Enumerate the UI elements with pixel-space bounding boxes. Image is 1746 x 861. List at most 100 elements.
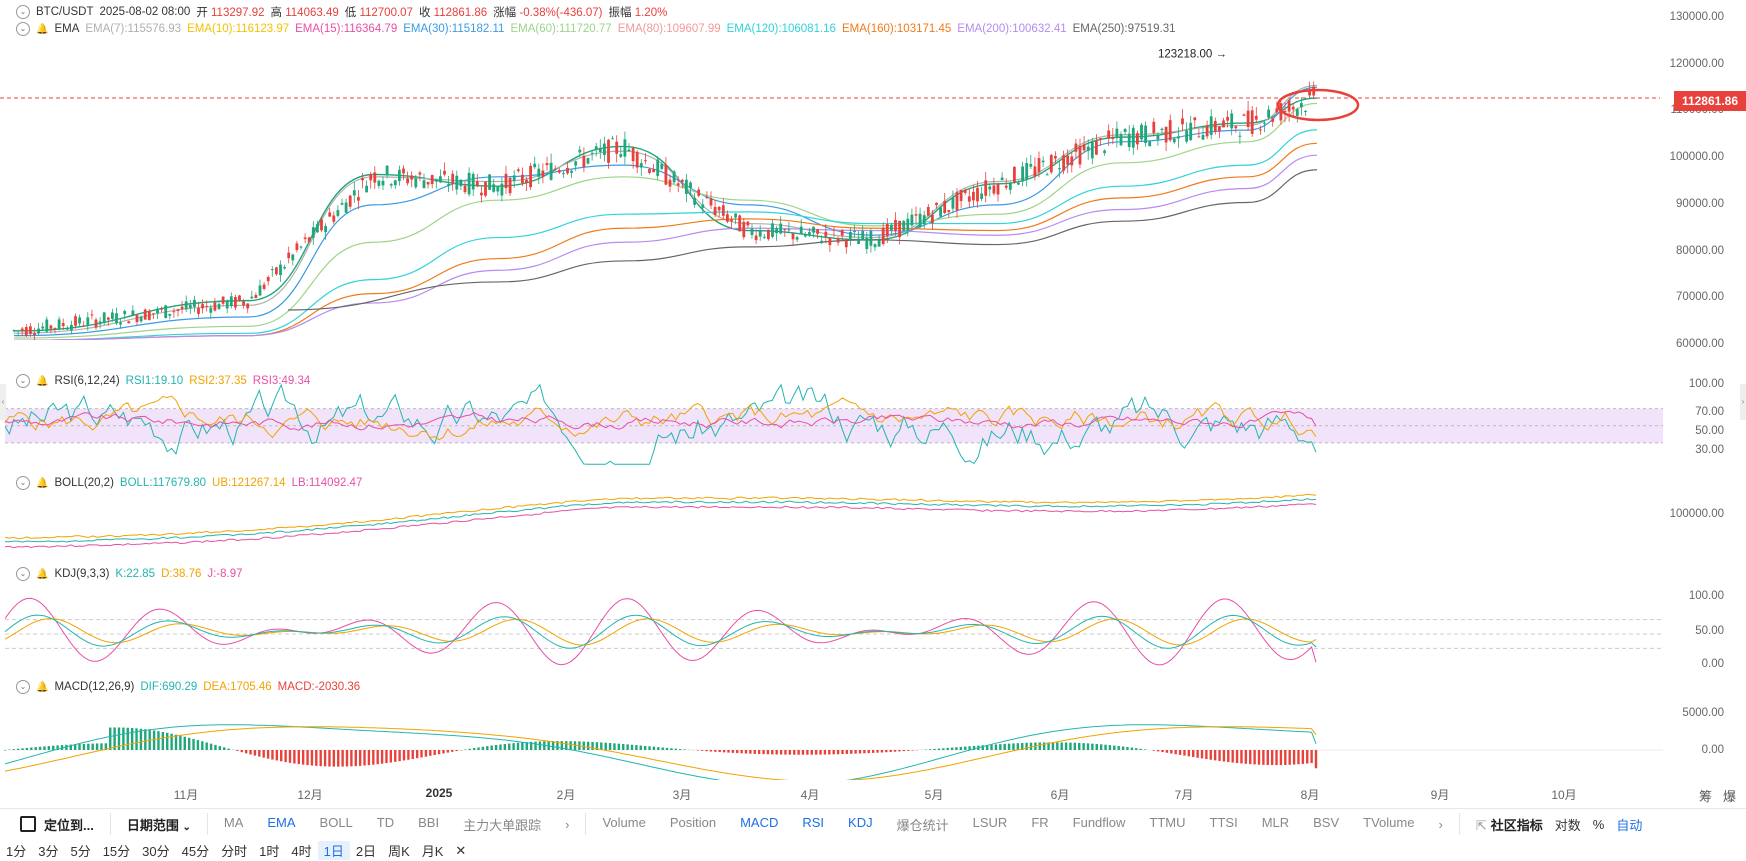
indicator-rsi[interactable]: RSI — [802, 814, 825, 830]
macd-bar — [907, 750, 910, 751]
interval-7[interactable]: 1时 — [259, 844, 280, 859]
indicator-ma[interactable]: MA — [223, 814, 244, 830]
kdj-legend-item: D:38.76 — [161, 568, 202, 580]
collapse-chevron-icon[interactable]: ⌄ — [16, 22, 30, 36]
interval-8[interactable]: 4时 — [291, 844, 312, 859]
interval-3[interactable]: 15分 — [102, 844, 131, 859]
indicator-td[interactable]: TD — [376, 814, 395, 830]
interval-12[interactable]: 月K — [421, 844, 444, 859]
price-chart[interactable]: 123218.00 →← 58946.00 — [0, 0, 1746, 340]
liquidation-tab[interactable]: 爆 — [1722, 789, 1736, 804]
alert-bell-icon[interactable]: 🔔 — [36, 681, 49, 693]
collapse-chevron-icon[interactable]: ⌄ — [16, 5, 30, 19]
indicator-lsur[interactable]: LSUR — [972, 814, 1008, 830]
alert-bell-icon[interactable]: 🔔 — [36, 477, 49, 489]
candle-body — [283, 267, 286, 269]
interval-10[interactable]: 2日 — [355, 844, 377, 859]
candle-body — [430, 174, 434, 184]
expand-left-icon[interactable]: ‹ — [0, 384, 6, 420]
macd-bar — [1042, 742, 1046, 750]
interval-1[interactable]: 3分 — [38, 844, 59, 859]
chevron-right-icon[interactable]: › — [1438, 816, 1443, 832]
macd-bar — [358, 750, 362, 766]
candle-body — [721, 205, 725, 216]
time-axis-label: 4月 — [800, 788, 820, 802]
candle-body — [168, 313, 172, 316]
interval-0[interactable]: 1分 — [6, 844, 27, 859]
indicator-fr[interactable]: FR — [1031, 814, 1049, 830]
collapse-chevron-icon[interactable]: ⌄ — [16, 680, 30, 694]
interval-4[interactable]: 30分 — [142, 844, 170, 859]
interval-5[interactable]: 45分 — [181, 844, 210, 859]
candle-body — [1275, 108, 1279, 113]
macd-bar — [832, 750, 835, 755]
macd-chart[interactable] — [0, 690, 1746, 780]
candle-body — [754, 235, 758, 241]
kdj-chart[interactable] — [0, 580, 1746, 680]
macd-bar — [950, 747, 954, 750]
macd-bar — [201, 741, 204, 750]
indicator-fundflow[interactable]: Fundflow — [1072, 814, 1126, 830]
macd-bar — [424, 750, 428, 757]
alert-bell-icon[interactable]: 🔔 — [36, 23, 49, 35]
candle-body — [111, 312, 114, 319]
collapse-chevron-icon[interactable]: ⌄ — [16, 374, 30, 388]
chevron-right-icon[interactable]: › — [565, 816, 570, 832]
log-scale-toggle[interactable]: 对数 — [1554, 817, 1581, 833]
candle-body — [922, 215, 926, 225]
candle-body — [443, 170, 446, 175]
community-indicators-button[interactable]: ⇱ 社区指标 — [1464, 815, 1549, 834]
series-line-close — [13, 97, 1318, 332]
collapse-chevron-icon[interactable]: ⌄ — [16, 567, 30, 581]
macd-bar — [328, 750, 331, 767]
boll-chart[interactable] — [0, 480, 1746, 560]
indicator-mlr[interactable]: MLR — [1261, 814, 1290, 830]
macd-bar — [551, 741, 555, 750]
candle-body — [1086, 146, 1090, 151]
indicator-tvolume[interactable]: TVolume — [1363, 814, 1415, 830]
candle-body — [176, 309, 180, 312]
candle-body — [1000, 177, 1004, 181]
close-icon[interactable]: ✕ — [455, 842, 467, 858]
macd-bar — [310, 750, 314, 766]
percent-scale-toggle[interactable]: % — [1592, 816, 1605, 832]
indicator-bbi[interactable]: BBI — [418, 814, 440, 830]
interval-6[interactable]: 分时 — [221, 844, 248, 859]
indicator-bsv[interactable]: BSV — [1313, 814, 1340, 830]
indicator-position[interactable]: Position — [669, 814, 717, 830]
candle-body — [885, 223, 889, 236]
indicator--[interactable]: 爆仓统计 — [896, 817, 949, 833]
auto-scale-toggle[interactable]: 自动 — [1616, 817, 1643, 833]
indicator-volume[interactable]: Volume — [602, 814, 646, 830]
locate-button[interactable]: 定位到... — [0, 815, 106, 834]
alert-bell-icon[interactable]: 🔔 — [36, 375, 49, 387]
collapse-chevron-icon[interactable]: ⌄ — [16, 476, 30, 490]
candle-body — [996, 184, 1000, 195]
indicator-kdj[interactable]: KDJ — [848, 814, 873, 830]
interval-9[interactable]: 1日 — [317, 841, 350, 860]
macd-bar — [209, 743, 213, 750]
macd-bar — [595, 742, 599, 750]
indicator-ttsi[interactable]: TTSI — [1209, 814, 1238, 830]
candle-body — [172, 311, 176, 313]
indicator-ema[interactable]: EMA — [267, 814, 296, 830]
indicator-boll[interactable]: BOLL — [319, 814, 353, 830]
indicator--[interactable]: 主力大单跟踪 — [463, 817, 542, 833]
interval-11[interactable]: 周K — [388, 844, 410, 859]
alert-bell-icon[interactable]: 🔔 — [36, 568, 49, 580]
macd-bar — [152, 730, 156, 750]
candle-body — [74, 316, 77, 326]
candle-body — [41, 326, 45, 329]
candle-body — [275, 267, 278, 275]
indicator-ttmu[interactable]: TTMU — [1149, 814, 1186, 830]
candle-body — [340, 203, 344, 205]
chip-distribution-tab[interactable]: 筹 — [1698, 789, 1712, 804]
macd-bar — [1178, 750, 1182, 755]
date-range-dropdown[interactable]: 日期范围 ⌄ — [115, 815, 203, 834]
interval-2[interactable]: 5分 — [70, 844, 91, 859]
rsi-chart[interactable] — [0, 375, 1746, 470]
macd-bar — [806, 750, 809, 755]
expand-right-icon[interactable]: › — [1740, 384, 1746, 420]
macd-bar — [1056, 742, 1059, 750]
indicator-macd[interactable]: MACD — [740, 814, 779, 830]
